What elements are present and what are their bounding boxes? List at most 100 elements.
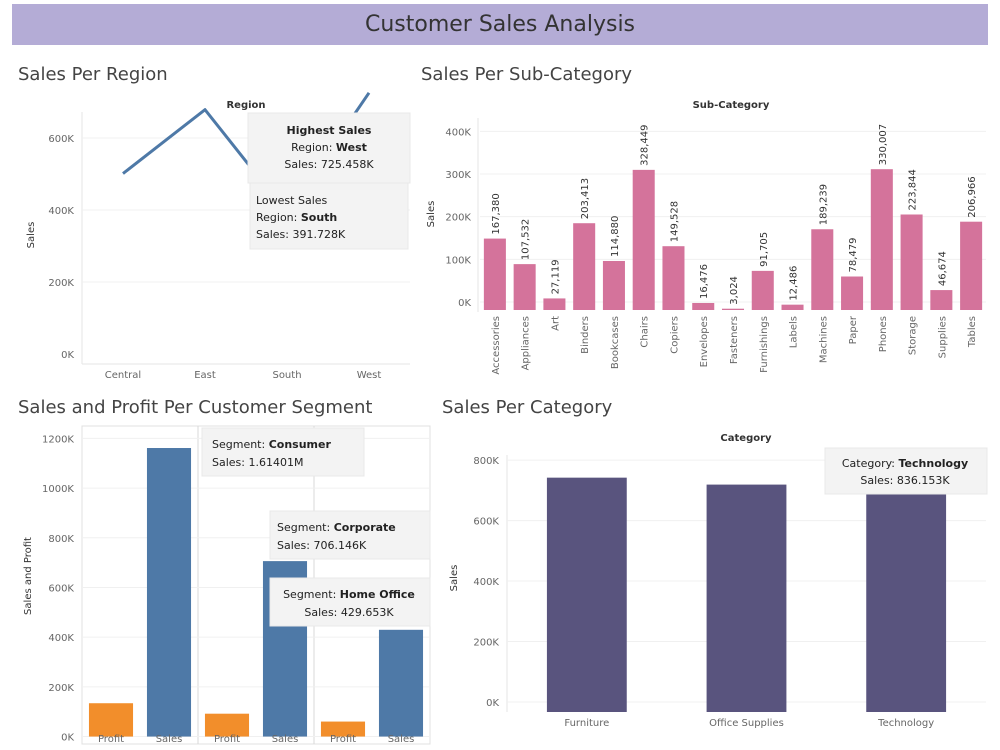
subcat-bar[interactable] — [870, 169, 893, 310]
segment-y-tick: 400K — [48, 633, 74, 644]
subcat-x-tick: Paper — [848, 315, 859, 344]
tooltip-consumer-segment: Segment: Consumer — [212, 438, 331, 451]
subcat-x-tick: Storage — [908, 316, 919, 355]
subcat-data-label: 223,844 — [908, 169, 919, 210]
region-panel-title: Sales Per Region — [18, 64, 168, 85]
subcat-data-label: 16,476 — [699, 264, 710, 299]
subcat-bar[interactable] — [781, 304, 804, 310]
subcat-x-tick: Tables — [967, 316, 978, 348]
category-y-tick: 0K — [486, 698, 499, 709]
subcat-bar[interactable] — [900, 214, 923, 310]
category-y-tick: 800K — [473, 456, 499, 467]
subcat-data-label: 114,880 — [610, 216, 621, 257]
segment-bar-sales[interactable] — [146, 448, 192, 737]
segment-x-tick: Profit — [98, 734, 124, 745]
region-y-tick: 200K — [48, 278, 74, 289]
subcat-bar[interactable] — [543, 298, 566, 310]
category-panel-title: Sales Per Category — [442, 397, 613, 418]
category-y-label: Sales — [449, 565, 460, 592]
subcat-bar[interactable] — [632, 169, 655, 310]
subcat-x-tick: Art — [550, 316, 561, 331]
tooltip-technology-category: Category: Technology — [842, 457, 968, 470]
subcat-x-tick: Labels — [789, 316, 800, 348]
region-x-tick: East — [194, 370, 216, 381]
subcat-x-tick: Chairs — [640, 316, 651, 348]
segment-x-tick: Sales — [272, 734, 299, 745]
category-bar[interactable] — [546, 477, 627, 712]
tooltip-home-office: Segment: Home Office Sales: 429.653K — [269, 577, 431, 627]
subcat-bar[interactable] — [513, 264, 536, 310]
subcat-x-tick: Bookcases — [610, 316, 621, 369]
segment-y-tick: 600K — [48, 583, 74, 594]
subcat-x-tick: Fasteners — [729, 316, 740, 364]
segment-bar-profit[interactable] — [204, 713, 250, 737]
category-x-tick: Furniture — [564, 718, 609, 729]
subcat-data-label: 91,705 — [759, 232, 770, 267]
subcat-bar[interactable] — [841, 276, 864, 310]
subcat-bar[interactable] — [692, 302, 715, 310]
subcat-x-tick: Binders — [580, 316, 591, 354]
segment-x-tick: Profit — [330, 734, 356, 745]
tooltip-homeoffice-sales: Sales: 429.653K — [304, 606, 394, 619]
subcat-y-tick: 200K — [445, 213, 471, 224]
subcat-x-tick: Machines — [818, 316, 829, 363]
dashboard-banner: Customer Sales Analysis — [12, 4, 988, 45]
tooltip-technology: Category: Technology Sales: 836.153K — [824, 447, 988, 495]
segment-y-tick: 800K — [48, 534, 74, 545]
segment-bar-profit[interactable] — [88, 703, 134, 737]
segment-panel-title: Sales and Profit Per Customer Segment — [18, 397, 373, 418]
subcat-data-label: 149,528 — [669, 201, 680, 242]
subcat-bar[interactable] — [811, 229, 834, 310]
tooltip-homeoffice-segment: Segment: Home Office — [283, 588, 415, 601]
subcat-data-label: 78,479 — [848, 238, 859, 273]
subcat-x-tick: Appliances — [521, 316, 532, 370]
subcat-x-tick: Furnishings — [759, 316, 770, 373]
category-x-tick: Technology — [877, 718, 934, 729]
subcat-bar[interactable] — [573, 223, 596, 310]
subcat-data-label: 328,449 — [640, 125, 651, 166]
tooltip-consumer: Segment: Consumer Sales: 1.61401M — [201, 427, 365, 477]
tooltip-lowest-region: Region: South — [256, 211, 337, 224]
subcat-bar[interactable] — [483, 238, 506, 310]
category-y-tick: 400K — [473, 577, 499, 588]
region-x-tick: South — [272, 370, 301, 381]
tooltip-corporate-segment: Segment: Corporate — [277, 521, 396, 534]
subcat-bar[interactable] — [751, 270, 774, 310]
tooltip-corporate: Segment: Corporate Sales: 706.146K — [269, 510, 431, 560]
subcat-bar[interactable] — [662, 246, 685, 310]
segment-y-tick: 1000K — [42, 484, 74, 495]
region-y-tick: 600K — [48, 134, 74, 145]
region-x-tick: Central — [105, 370, 141, 381]
tooltip-highest-heading: Highest Sales — [287, 124, 372, 137]
subcat-bar[interactable] — [721, 308, 745, 310]
subcat-bar[interactable] — [602, 260, 625, 310]
category-bar[interactable] — [706, 484, 787, 712]
subcat-panel-title: Sales Per Sub-Category — [421, 64, 633, 85]
subcat-bar[interactable] — [930, 290, 953, 310]
region-y-label: Sales — [26, 222, 37, 249]
segment-bar-profit[interactable] — [320, 721, 366, 737]
segment-bar-sales[interactable] — [378, 629, 424, 737]
region-x-header: Region — [226, 100, 265, 111]
subcat-data-label: 3,024 — [729, 276, 740, 305]
subcat-data-label: 167,380 — [491, 193, 502, 234]
segment-x-tick: Sales — [156, 734, 183, 745]
segment-x-tick: Sales — [388, 734, 415, 745]
subcat-data-label: 206,966 — [967, 176, 978, 217]
subcat-x-tick: Envelopes — [699, 316, 710, 367]
subcat-data-label: 27,119 — [550, 259, 561, 294]
tooltip-consumer-sales: Sales: 1.61401M — [212, 456, 303, 469]
region-y-tick: 0K — [61, 350, 74, 361]
subcat-data-label: 46,674 — [937, 251, 948, 286]
segment-y-tick: 0K — [61, 733, 74, 744]
category-y-tick: 600K — [473, 517, 499, 528]
subcat-data-label: 107,532 — [521, 219, 532, 260]
tooltip-highest-sales: Highest Sales Region: West Sales: 725.45… — [247, 112, 411, 184]
subcat-x-tick: Accessories — [491, 316, 502, 375]
subcat-data-label: 330,007 — [878, 124, 889, 165]
region-y-tick: 400K — [48, 206, 74, 217]
subcat-x-tick: Copiers — [669, 316, 680, 354]
segment-x-tick: Profit — [214, 734, 240, 745]
subcat-bar[interactable] — [960, 221, 983, 310]
